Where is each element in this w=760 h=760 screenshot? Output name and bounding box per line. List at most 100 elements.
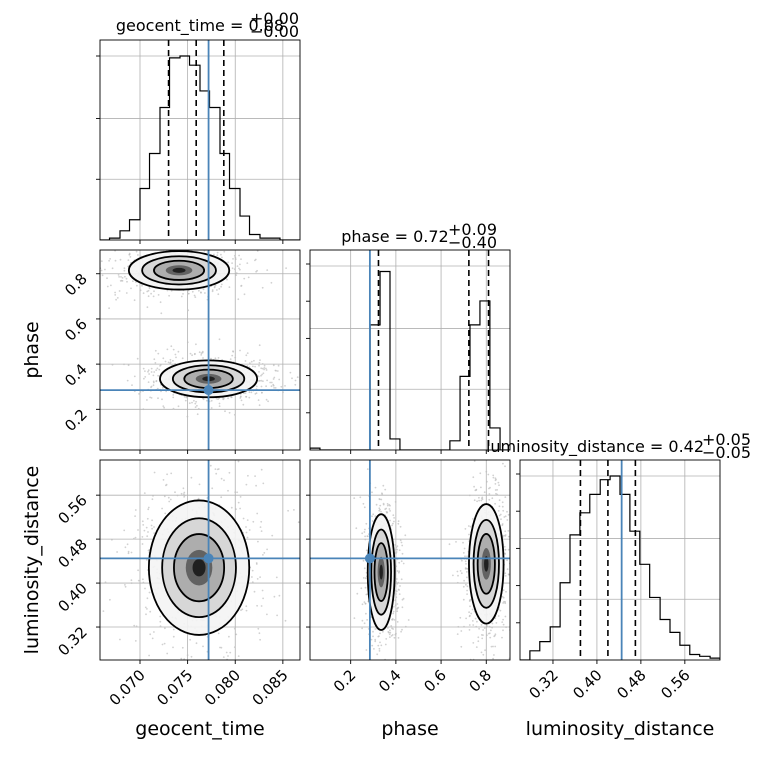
panel-geocent-time-vs-luminosity-distance-sample-point	[166, 668, 168, 670]
panel-geocent-time-vs-phase-sample-point	[142, 292, 145, 295]
panel-phase-vs-luminosity-distance-sample-point	[402, 597, 405, 600]
panel-phase-vs-luminosity-distance-sample-point	[365, 649, 368, 651]
panel-geocent-time-vs-phase-sample-point	[157, 374, 160, 377]
panel-geocent-time-vs-phase-sample-point	[168, 294, 171, 297]
panel-phase-vs-luminosity-distance-sample-point	[502, 462, 504, 465]
panel-geocent-time-vs-luminosity-distance-sample-point	[134, 515, 137, 517]
panel-geocent-time-vs-phase-sample-point	[276, 370, 279, 372]
panel-geocent-time-vs-phase-sample-point	[259, 379, 261, 382]
panel-geocent-time-vs-luminosity-distance-ytick-label-0: 0.32	[54, 623, 90, 659]
panel-phase-vs-luminosity-distance-sample-point	[456, 570, 459, 573]
panel-geocent-time-vs-phase-sample-point	[260, 385, 263, 388]
panel-geocent-time-vs-phase-sample-point	[244, 360, 247, 362]
panel-phase-vs-luminosity-distance-sample-point	[371, 491, 373, 494]
panel-geocent-time-vs-luminosity-distance-sample-point	[235, 633, 238, 636]
panel-geocent-time-vs-luminosity-distance-sample-point	[237, 655, 240, 657]
panel-geocent-time-vs-phase-sample-point	[172, 396, 175, 399]
panel-phase-vs-luminosity-distance-sample-point	[459, 570, 462, 572]
panel-phase-vs-luminosity-distance-sample-point	[371, 520, 374, 522]
panel-phase-vs-luminosity-distance-sample-point	[501, 621, 504, 623]
title-phase-minus: −0.40	[448, 233, 497, 252]
panel-geocent-time-vs-phase-sample-point	[172, 407, 175, 410]
panel-geocent-time-vs-luminosity-distance-sample-point	[245, 605, 248, 608]
panel-geocent-time-vs-phase-sample-point	[200, 352, 203, 355]
panel-phase-vs-luminosity-distance-sample-point	[507, 530, 510, 532]
panel-geocent-time-vs-phase-sample-point	[161, 398, 163, 401]
panel-phase-vs-luminosity-distance-sample-point	[382, 484, 385, 487]
panel-phase-vs-luminosity-distance-sample-point	[364, 602, 367, 605]
panel-geocent-time-vs-luminosity-distance-sample-point	[227, 655, 229, 657]
panel-geocent-time-vs-phase-sample-point	[243, 277, 246, 280]
panel-geocent-time-vs-luminosity-distance-sample-point	[260, 468, 263, 471]
hist-geocent-time-panel-plot-area	[100, 40, 300, 240]
panel-geocent-time-vs-luminosity-distance-sample-point	[111, 538, 113, 541]
panel-geocent-time-vs-phase-sample-point	[195, 343, 197, 346]
panel-geocent-time-vs-luminosity-distance-sample-point	[180, 434, 182, 436]
panel-phase-vs-luminosity-distance-sample-point	[482, 653, 485, 656]
panel-geocent-time-vs-phase-sample-point	[120, 279, 123, 282]
panel-phase-vs-luminosity-distance-sample-point	[464, 528, 467, 530]
panel-geocent-time-vs-luminosity-distance-sample-point	[260, 530, 263, 532]
panel-phase-vs-luminosity-distance-sample-point	[502, 623, 505, 626]
panel-phase-vs-luminosity-distance-sample-point	[377, 635, 380, 638]
panel-phase-vs-luminosity-distance-sample-point	[361, 603, 364, 606]
panel-geocent-time-vs-phase-sample-point	[138, 393, 140, 395]
panel-geocent-time-vs-phase-sample-point	[266, 379, 268, 382]
panel-phase-vs-luminosity-distance-sample-point	[399, 585, 401, 587]
panel-phase-vs-luminosity-distance-sample-point	[374, 638, 377, 641]
panel-phase-vs-luminosity-distance-sample-point	[469, 605, 471, 608]
panel-geocent-time-vs-phase-sample-point	[220, 253, 222, 256]
panel-geocent-time-vs-phase-sample-point	[266, 269, 269, 271]
panel-geocent-time-vs-phase-sample-point	[227, 261, 230, 264]
panel-geocent-time-vs-luminosity-distance-sample-point	[142, 581, 145, 584]
panel-geocent-time-vs-luminosity-distance-sample-point	[222, 656, 225, 658]
panel-phase-vs-luminosity-distance-sample-point	[478, 627, 480, 630]
panel-phase-vs-luminosity-distance-sample-point	[370, 638, 373, 641]
panel-geocent-time-vs-luminosity-distance-sample-point	[172, 635, 175, 638]
panel-phase-vs-luminosity-distance-sample-point	[492, 476, 495, 479]
panel-phase-vs-luminosity-distance-sample-point	[390, 634, 393, 637]
panel-phase-vs-luminosity-distance-sample-point	[400, 541, 403, 544]
panel-geocent-time-vs-phase-sample-point	[183, 395, 186, 398]
panel-geocent-time-vs-luminosity-distance-sample-point	[261, 589, 264, 592]
panel-geocent-time-vs-luminosity-distance-sample-point	[172, 646, 174, 649]
panel-phase-vs-luminosity-distance-sample-point	[495, 478, 497, 481]
panel-geocent-time-vs-luminosity-distance-sample-point	[251, 576, 253, 578]
panel-geocent-time-vs-luminosity-distance-ytick-label-3: 0.56	[54, 491, 90, 527]
panel-phase-vs-luminosity-distance-sample-point	[463, 547, 466, 550]
panel-geocent-time-vs-phase-sample-point	[214, 284, 217, 287]
panel-phase-vs-luminosity-distance-sample-point	[393, 520, 395, 523]
panel-geocent-time-vs-phase-sample-point	[94, 266, 96, 268]
panel-geocent-time-vs-phase-sample-point	[121, 277, 124, 279]
panel-geocent-time-vs-luminosity-distance-sample-point	[180, 657, 183, 660]
panel-geocent-time-vs-luminosity-distance-sample-point	[127, 552, 130, 555]
hist-phase-panel-plot-area	[310, 250, 510, 450]
panel-geocent-time-vs-luminosity-distance-sample-point	[266, 548, 268, 551]
panel-phase-vs-luminosity-distance-sample-point	[382, 630, 384, 633]
panel-geocent-time-vs-luminosity-distance-frame	[99, 459, 301, 661]
panel-geocent-time-vs-phase-sample-point	[273, 387, 275, 389]
panel-geocent-time-vs-phase-sample-point	[274, 387, 277, 389]
panel-geocent-time-vs-luminosity-distance-contour-0-2	[173, 533, 226, 603]
panel-geocent-time-vs-phase-sample-point	[228, 286, 231, 288]
panel-geocent-time-vs-phase-sample-point	[160, 312, 163, 315]
panel-geocent-time-vs-phase-sample-point	[137, 254, 139, 256]
panel-phase-vs-luminosity-distance-sample-point	[476, 620, 478, 623]
panel-geocent-time-vs-phase-sample-point	[124, 245, 126, 247]
panel-geocent-time-vs-luminosity-distance-sample-point	[217, 632, 220, 635]
panel-phase-vs-luminosity-distance-sample-point	[378, 647, 381, 650]
panel-geocent-time-vs-phase-sample-point	[187, 309, 190, 312]
panel-phase-vs-luminosity-distance-sample-point	[385, 511, 388, 513]
panel-geocent-time-vs-phase-sample-point	[258, 361, 261, 364]
panel-geocent-time-vs-phase-density-0-4	[172, 267, 186, 273]
panel-phase-vs-luminosity-distance-sample-point	[379, 504, 382, 507]
panel-geocent-time-vs-phase-sample-point	[240, 399, 243, 402]
panel-geocent-time-vs-phase-sample-point	[153, 358, 156, 361]
panel-phase-vs-luminosity-distance-sample-point	[388, 508, 391, 510]
hist-luminosity-distance-line	[520, 475, 720, 660]
panel-geocent-time-vs-luminosity-distance-sample-point	[137, 569, 140, 572]
panel-geocent-time-vs-luminosity-distance-sample-point	[227, 489, 229, 492]
panel-geocent-time-vs-luminosity-distance-sample-point	[124, 546, 127, 549]
panel-geocent-time-vs-phase-sample-point	[193, 294, 196, 297]
panel-phase-vs-luminosity-distance-sample-point	[398, 593, 401, 595]
